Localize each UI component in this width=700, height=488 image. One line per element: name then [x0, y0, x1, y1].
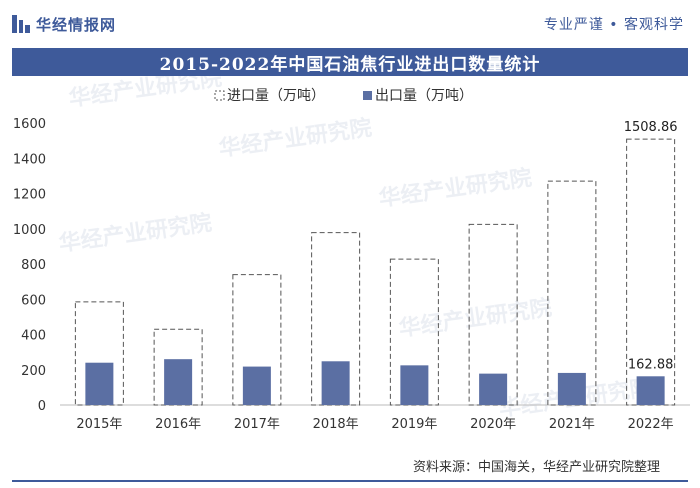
bar-import	[547, 180, 597, 406]
logo-icon	[12, 15, 31, 33]
y-tick-label: 600	[21, 293, 46, 308]
y-tick-label: 1600	[13, 117, 46, 132]
bar-export	[479, 373, 508, 405]
bar-export	[321, 361, 350, 405]
bars	[74, 138, 676, 406]
logo: 华经情报网	[12, 12, 116, 36]
bar-export	[636, 376, 665, 405]
x-tick-label: 2019年	[391, 417, 437, 432]
y-tick-label: 800	[21, 258, 46, 273]
x-tick-label: 2017年	[234, 417, 280, 432]
x-tick-label: 2021年	[549, 417, 595, 432]
y-tick-label: 1000	[13, 223, 46, 238]
bar-import	[74, 301, 124, 406]
y-tick-label: 1400	[13, 152, 46, 167]
legend-swatch-import	[214, 90, 225, 101]
data-label: 162.88	[628, 357, 674, 372]
legend-item: 进口量（万吨）	[214, 88, 325, 104]
watermark-text: 华经产业研究院	[397, 295, 553, 342]
legend-swatch-export	[363, 91, 372, 100]
bar-export	[400, 365, 429, 405]
source-note: 资料来源：中国海关，华经产业研究院整理	[412, 460, 660, 475]
x-axis-labels: 2015年 2016年 2017年 2018年 2019年 2020年 2021年 2022年	[76, 417, 673, 432]
watermark-layer: 华经产业研究院华经产业研究院华经产业研究院华经产业研究院华经产业研究院华经产业研…	[57, 76, 653, 422]
y-tick-label: 0	[38, 399, 46, 414]
bar-export	[85, 362, 114, 405]
x-tick-label: 2016年	[155, 417, 201, 432]
watermark-text: 华经产业研究院	[377, 165, 533, 212]
bottom-divider	[12, 480, 688, 482]
legend-label: 出口量（万吨）	[375, 88, 473, 104]
chart-title: 2015-2022年中国石油焦行业进出口数量统计	[12, 48, 688, 76]
x-tick-label: 2015年	[76, 417, 122, 432]
watermark-text: 华经产业研究院	[67, 76, 223, 112]
data-labels: 1508.86 162.88	[624, 120, 678, 372]
y-tick-label: 1200	[13, 188, 46, 203]
legend: 进口量（万吨） 出口量（万吨）	[214, 88, 473, 104]
bar-export	[242, 366, 271, 405]
slogan: 专业严谨 • 客观科学	[543, 17, 684, 33]
y-axis: 0 200 400 600 800 1000 1200 1400 1600	[13, 117, 690, 414]
legend-item: 出口量（万吨）	[363, 88, 473, 104]
x-tick-label: 2018年	[313, 417, 359, 432]
y-tick-label: 200	[21, 364, 46, 379]
x-tick-label: 2020年	[470, 417, 516, 432]
watermark-text: 华经产业研究院	[57, 210, 213, 257]
x-tick-label: 2022年	[628, 417, 674, 432]
y-tick-label: 400	[21, 329, 46, 344]
top-bar: 华经情报网 专业严谨 • 客观科学	[0, 0, 700, 48]
legend-label: 进口量（万吨）	[227, 88, 325, 104]
chart: 华经产业研究院华经产业研究院华经产业研究院华经产业研究院华经产业研究院华经产业研…	[13, 76, 690, 432]
data-label: 1508.86	[624, 120, 678, 135]
bar-export	[164, 359, 193, 405]
bar-export	[557, 372, 586, 405]
logo-text: 华经情报网	[36, 15, 117, 34]
watermark-text: 华经产业研究院	[217, 115, 373, 162]
